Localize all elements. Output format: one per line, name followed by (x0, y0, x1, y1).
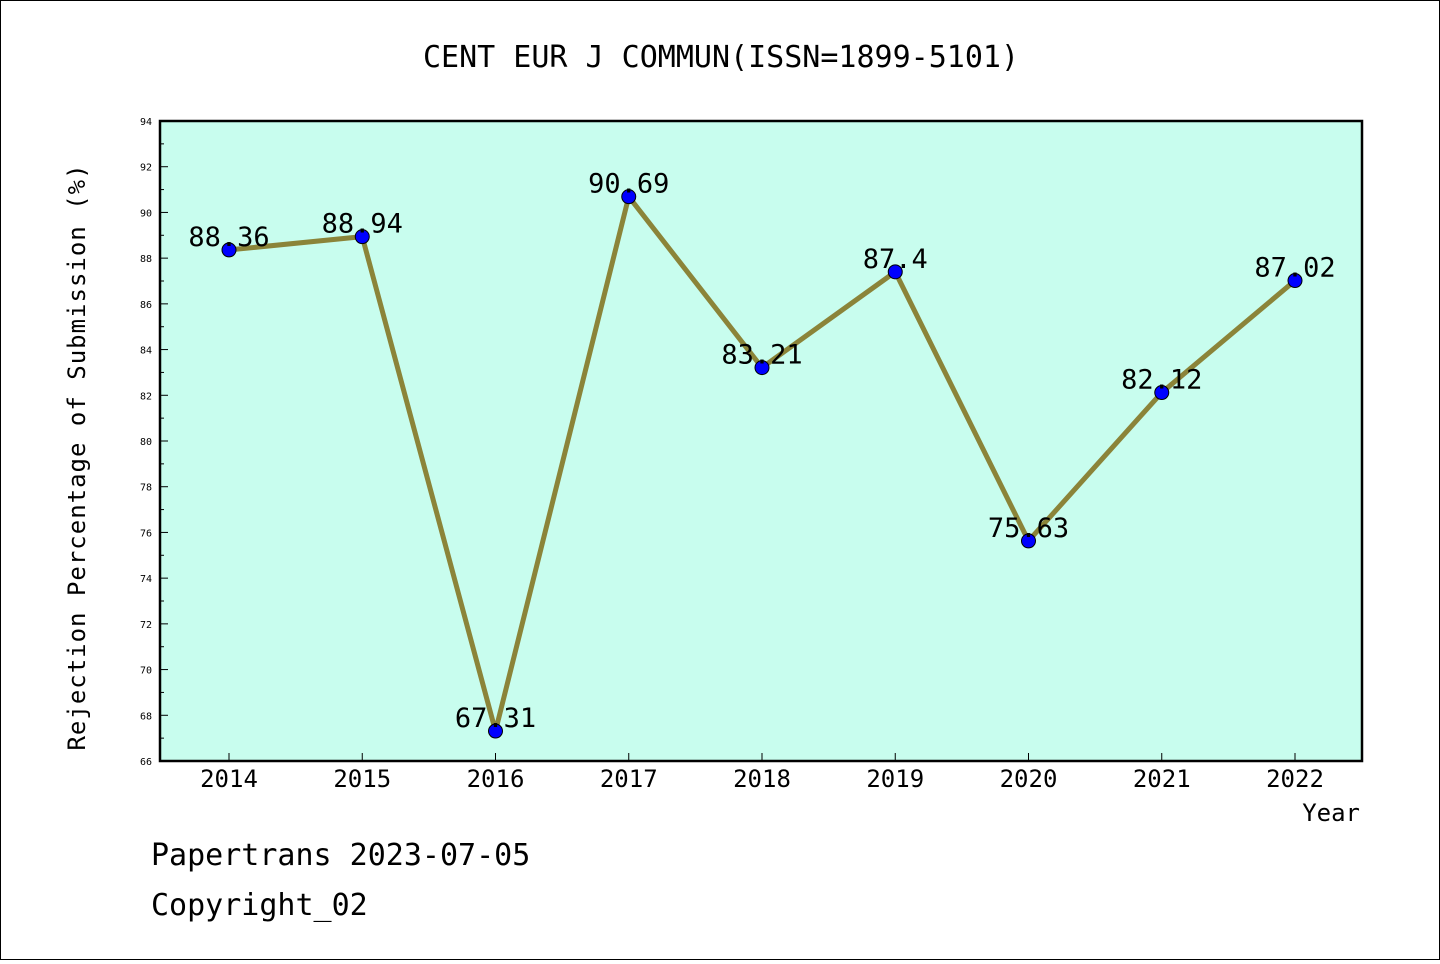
y-tick-label: 80 (140, 437, 152, 448)
x-tick-label: 2015 (333, 765, 391, 793)
y-tick-label: 76 (140, 528, 152, 539)
x-tick-label: 2014 (200, 765, 258, 793)
y-tick-label: 70 (140, 666, 152, 677)
data-point (1021, 533, 1036, 549)
chart-title: CENT EUR J COMMUN(ISSN=1899-5101) (423, 40, 1019, 75)
data-point (754, 360, 770, 376)
x-tick-label: 2017 (600, 765, 658, 793)
y-tick-label: 88 (140, 254, 152, 265)
data-label: 83.21 (721, 340, 802, 371)
x-tick-label: 2019 (866, 765, 924, 793)
data-label: 87.02 (1254, 253, 1335, 284)
x-tick-label: 2018 (733, 765, 791, 793)
data-point (887, 264, 903, 280)
data-label: 82.12 (1121, 365, 1202, 396)
y-tick-label: 66 (140, 757, 152, 768)
data-label: 87.4 (863, 244, 928, 275)
data-label: 75.63 (988, 513, 1069, 544)
x-axis: 2014 2015 2016 2017 2018 2019 2020 2021 2022 (200, 753, 1324, 793)
data-point (1287, 273, 1303, 289)
x-tick-label: 2016 (467, 765, 525, 793)
plot-area (158, 119, 1364, 763)
data-label: 67.31 (455, 703, 536, 734)
x-tick-label: 2021 (1133, 765, 1191, 793)
data-label: 88.94 (322, 209, 403, 240)
y-tick-label: 94 (140, 117, 152, 128)
footer-credit: Papertrans 2023-07-05 (151, 838, 530, 873)
x-axis-label: Year (1302, 799, 1360, 827)
y-tick-label: 90 (140, 208, 152, 219)
data-point (1154, 385, 1170, 401)
data-point (488, 723, 503, 739)
y-tick-label: 84 (140, 346, 152, 357)
data-labels: 88.36 88.94 67.31 90.69 83.21 87.4 75.63 82.12 8… (188, 169, 1335, 734)
footer-copyright: Copyright_02 (151, 888, 368, 923)
data-markers (221, 189, 1303, 739)
data-label: 88.36 (188, 222, 269, 253)
x-tick-label: 2020 (1000, 765, 1058, 793)
data-point (221, 242, 237, 258)
y-axis-label: Rejection Percentage of Submission (%) (63, 163, 91, 750)
y-tick-label: 78 (140, 483, 152, 494)
x-tick-label: 2022 (1266, 765, 1324, 793)
y-axis: 66 68 70 72 74 76 78 80 82 84 86 88 90 92 94 (140, 117, 168, 768)
y-tick-label: 68 (140, 711, 152, 722)
y-tick-label: 74 (140, 574, 152, 585)
y-tick-label: 82 (140, 391, 152, 402)
y-tick-label: 86 (140, 300, 152, 311)
data-point (354, 229, 370, 245)
data-point (621, 189, 637, 205)
y-tick-label: 92 (140, 163, 152, 174)
data-label: 90.69 (588, 169, 669, 200)
y-tick-label: 72 (140, 620, 152, 631)
